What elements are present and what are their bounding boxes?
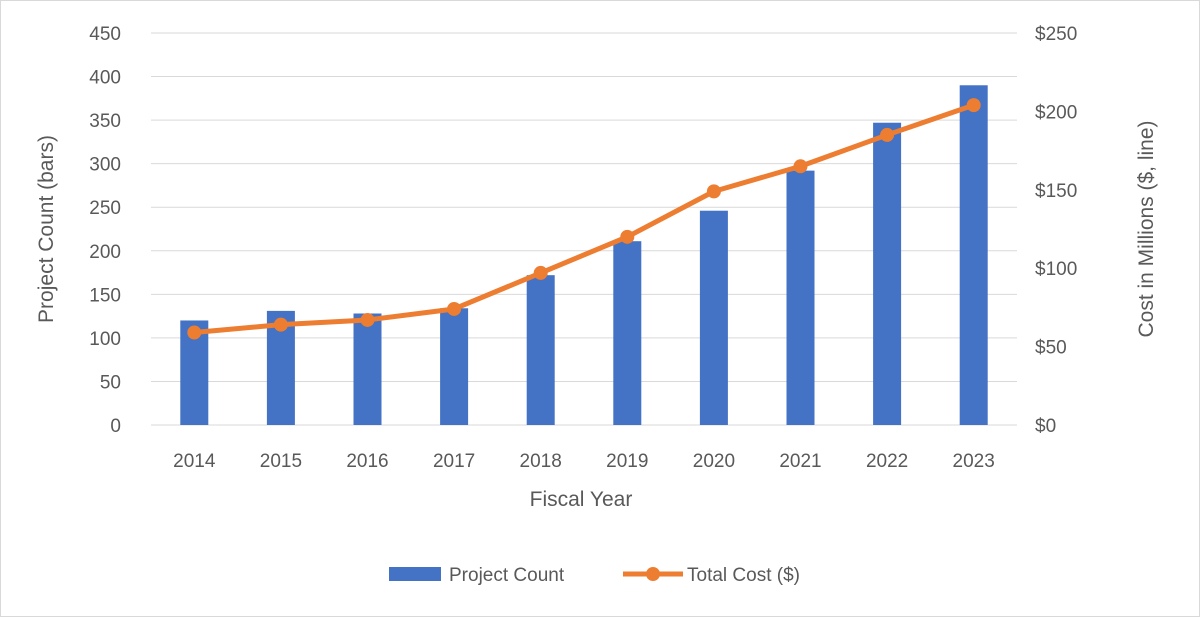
total-cost-point-2019 (620, 229, 635, 244)
x-axis-title: Fiscal Year (530, 488, 633, 511)
total-cost-point-2017 (447, 301, 462, 316)
y-left-tick-label: 400 (89, 68, 121, 89)
bar-2021 (786, 170, 815, 425)
y-right-tick-label: $200 (1035, 102, 1077, 123)
legend-label-project-count: Project Count (449, 565, 565, 586)
legend-swatch-total-cost-marker (646, 567, 660, 581)
y-right-tick-label: $0 (1035, 416, 1056, 437)
x-tick-label: 2015 (260, 451, 302, 472)
y-axis-left-title: Project Count (bars) (35, 135, 58, 323)
total-cost-point-2020 (706, 184, 721, 199)
y-axis-left-ticks: 0 50 100 150 200 250 300 350 400 450 (89, 24, 121, 437)
y-left-tick-label: 300 (89, 155, 121, 176)
total-cost-point-2022 (880, 127, 895, 142)
x-tick-label: 2018 (520, 451, 562, 472)
line-series (187, 98, 981, 340)
y-right-tick-label: $100 (1035, 259, 1077, 280)
bar-2023 (959, 85, 988, 426)
y-left-tick-label: 250 (89, 198, 121, 219)
y-left-tick-label: 350 (89, 111, 121, 132)
y-left-tick-label: 100 (89, 329, 121, 350)
y-axis-right-title: Cost in Millions ($, line) (1135, 120, 1158, 337)
legend-swatch-project-count (389, 567, 441, 581)
total-cost-point-2018 (533, 265, 548, 280)
x-tick-label: 2021 (779, 451, 821, 472)
y-left-tick-label: 150 (89, 285, 121, 306)
y-left-tick-label: 50 (100, 372, 121, 393)
total-cost-point-2016 (360, 312, 375, 327)
total-cost-point-2014 (187, 325, 202, 340)
x-axis-ticks: 2014 2015 2016 2017 2018 2019 2020 2021 2022 2023 (173, 451, 995, 472)
total-cost-line (191, 102, 977, 335)
x-tick-label: 2017 (433, 451, 475, 472)
legend: Project Count Total Cost ($) (389, 565, 800, 586)
x-tick-label: 2020 (693, 451, 735, 472)
y-left-tick-label: 200 (89, 242, 121, 263)
x-tick-label: 2016 (346, 451, 388, 472)
y-axis-right-ticks: $0 $50 $100 $150 $200 $250 (1035, 24, 1077, 437)
x-tick-label: 2014 (173, 451, 216, 472)
y-right-tick-label: $50 (1035, 338, 1067, 359)
bar-2018 (526, 275, 555, 425)
legend-label-total-cost: Total Cost ($) (687, 565, 800, 586)
y-left-tick-label: 0 (110, 416, 121, 437)
total-cost-point-2023 (966, 98, 981, 113)
bar-2016 (353, 313, 382, 425)
gridlines (151, 32, 1017, 426)
bar-2019 (613, 241, 642, 425)
x-tick-label: 2019 (606, 451, 648, 472)
x-tick-label: 2023 (953, 451, 995, 472)
total-cost-point-2015 (273, 317, 288, 332)
x-tick-label: 2022 (866, 451, 908, 472)
bar-2022 (873, 122, 902, 426)
y-right-tick-label: $250 (1035, 24, 1077, 45)
y-right-tick-label: $150 (1035, 181, 1077, 202)
total-cost-point-2021 (793, 159, 808, 174)
bar-2017 (440, 308, 469, 425)
y-left-tick-label: 450 (89, 24, 121, 45)
bar-2020 (699, 210, 728, 425)
